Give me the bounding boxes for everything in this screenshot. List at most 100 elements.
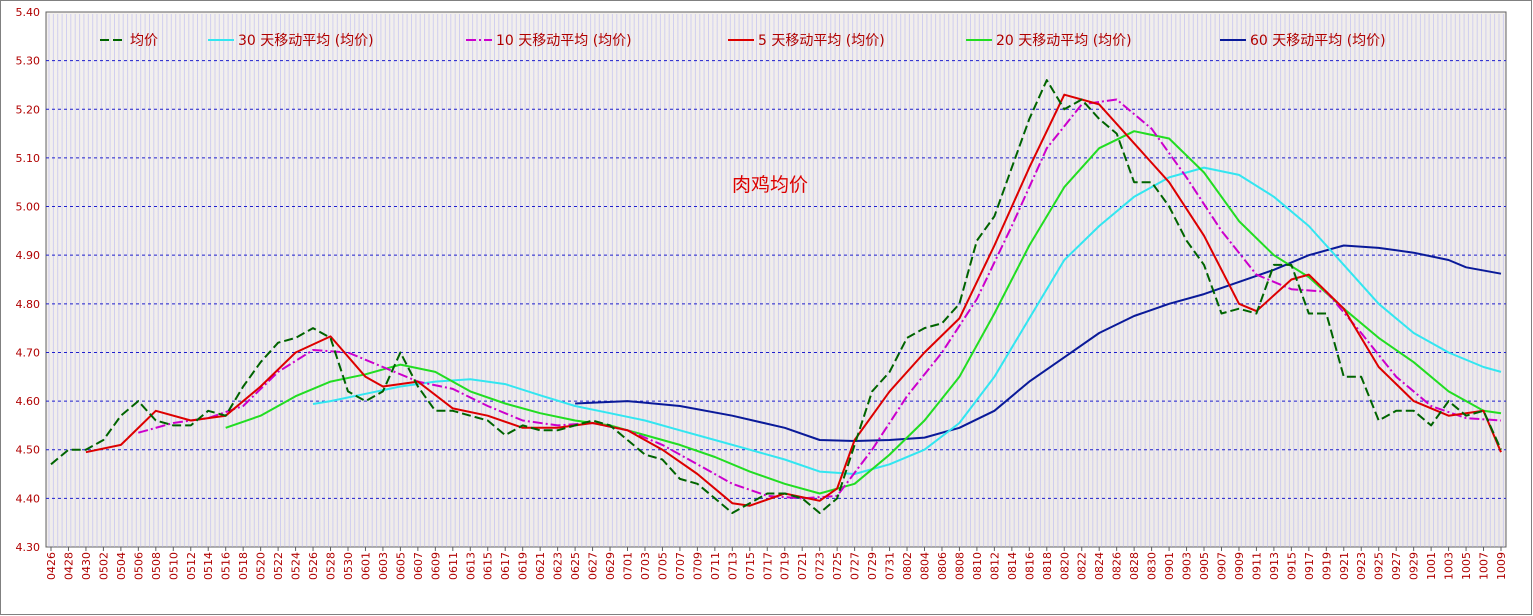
series-line-ma60 — [575, 244, 1502, 442]
x-tick-label: 0613 — [464, 552, 477, 580]
x-tick-label: 0826 — [1111, 552, 1124, 580]
x-tick-label: 0903 — [1181, 552, 1194, 580]
x-tick-label: 0510 — [167, 552, 180, 580]
y-tick-label: 4.40 — [16, 492, 41, 505]
y-axis-tick-labels: 4.30 4.40 4.50 4.60 4.70 4.80 4.90 5.00 5.10 5.20… — [16, 6, 41, 554]
x-tick-label: 0719 — [779, 552, 792, 580]
x-tick-label: 0504 — [115, 552, 128, 580]
x-tick-label: 0927 — [1390, 552, 1403, 580]
x-tick-label: 1009 — [1495, 552, 1508, 580]
x-tick-label: 0901 — [1163, 552, 1176, 580]
x-tick-label: 0830 — [1146, 552, 1159, 580]
x-tick-label: 0915 — [1285, 552, 1298, 580]
legend-label-ma30: 30 天移动平均 (均价) — [238, 33, 374, 49]
x-tick-label: 0816 — [1023, 552, 1036, 580]
series-line-ma30 — [312, 166, 1502, 475]
y-tick-label: 5.10 — [16, 152, 41, 165]
x-tick-label: 0426 — [45, 552, 58, 580]
legend-label-ma60: 60 天移动平均 (均价) — [1250, 33, 1386, 49]
x-axis-tick-labels: 0426 0428 0430 0502 0504 0506 0508 0510 0512 0514… — [45, 547, 1508, 580]
x-tick-label: 0818 — [1041, 552, 1054, 580]
x-tick-label: 0820 — [1058, 552, 1071, 580]
x-tick-label: 0506 — [132, 552, 145, 580]
legend-label-ma10: 10 天移动平均 (均价) — [496, 33, 632, 49]
x-tick-label: 0806 — [936, 552, 949, 580]
legend-label-avg: 均价 — [130, 33, 158, 49]
series-line-avg — [50, 79, 1502, 514]
x-tick-label: 0913 — [1268, 552, 1281, 580]
x-tick-label: 1007 — [1478, 552, 1491, 580]
x-tick-label: 0907 — [1216, 552, 1229, 580]
x-tick-label: 0808 — [953, 552, 966, 580]
x-tick-label: 0522 — [272, 552, 285, 580]
x-tick-label: 0822 — [1076, 552, 1089, 580]
y-tick-label: 4.90 — [16, 249, 41, 262]
x-tick-label: 0812 — [988, 552, 1001, 580]
x-tick-label: 0627 — [587, 552, 600, 580]
x-tick-label: 0621 — [534, 552, 547, 580]
x-tick-label: 0919 — [1320, 552, 1333, 580]
y-tick-label: 5.40 — [16, 6, 41, 19]
x-tick-label: 0727 — [849, 552, 862, 580]
x-tick-label: 0711 — [709, 552, 722, 580]
x-tick-label: 0709 — [691, 552, 704, 580]
x-tick-label: 0925 — [1373, 552, 1386, 580]
series-line-ma20 — [225, 130, 1502, 495]
series-lines — [50, 79, 1502, 514]
x-tick-label: 1005 — [1460, 552, 1473, 580]
x-tick-label: 0625 — [569, 552, 582, 580]
x-tick-label: 0619 — [517, 552, 530, 580]
x-tick-label: 0430 — [80, 552, 93, 580]
x-tick-label: 0520 — [255, 552, 268, 580]
x-tick-label: 0905 — [1198, 552, 1211, 580]
x-tick-label: 0828 — [1128, 552, 1141, 580]
y-tick-label: 4.80 — [16, 298, 41, 311]
x-tick-label: 0623 — [552, 552, 565, 580]
x-tick-label: 0528 — [325, 552, 338, 580]
y-tick-label: 4.60 — [16, 395, 41, 408]
y-tick-label: 4.30 — [16, 541, 41, 554]
x-tick-label: 0518 — [237, 552, 250, 580]
x-tick-label: 0605 — [394, 552, 407, 580]
x-tick-label: 0508 — [150, 552, 163, 580]
x-tick-label: 0810 — [971, 552, 984, 580]
x-tick-label: 1001 — [1425, 552, 1438, 580]
x-tick-label: 0929 — [1408, 552, 1421, 580]
x-tick-label: 0731 — [884, 552, 897, 580]
x-tick-label: 0617 — [499, 552, 512, 580]
x-tick-label: 0516 — [220, 552, 233, 580]
x-tick-label: 0609 — [429, 552, 442, 580]
x-tick-label: 0603 — [377, 552, 390, 580]
plot-area — [45, 11, 1507, 548]
series-line-ma5 — [85, 93, 1502, 507]
x-tick-label: 0526 — [307, 552, 320, 580]
series-line-ma10 — [138, 98, 1502, 500]
x-tick-label: 0615 — [482, 552, 495, 580]
legend-label-ma5: 5 天移动平均 (均价) — [758, 33, 885, 49]
x-tick-label: 1003 — [1443, 552, 1456, 580]
x-tick-label: 0721 — [796, 552, 809, 580]
legend-label-ma20: 20 天移动平均 (均价) — [996, 33, 1132, 49]
x-tick-label: 0601 — [360, 552, 373, 580]
x-tick-label: 0814 — [1006, 552, 1019, 580]
x-tick-label: 0607 — [412, 552, 425, 580]
x-tick-label: 0717 — [761, 552, 774, 580]
x-tick-label: 0923 — [1355, 552, 1368, 580]
y-tick-label: 5.30 — [16, 55, 41, 68]
x-tick-label: 0629 — [604, 552, 617, 580]
x-tick-label: 0701 — [622, 552, 635, 580]
legend: 均价 30 天移动平均 (均价) 10 天移动平均 (均价) 5 天移动平均 (均价)… — [100, 33, 1386, 49]
x-tick-label: 0804 — [919, 552, 932, 580]
y-tick-label: 5.20 — [16, 103, 41, 116]
x-tick-label: 0524 — [290, 552, 303, 580]
x-tick-label: 0824 — [1093, 552, 1106, 580]
x-tick-label: 0713 — [726, 552, 739, 580]
x-tick-label: 0611 — [447, 552, 460, 580]
x-tick-label: 0514 — [202, 552, 215, 580]
x-tick-label: 0502 — [97, 552, 110, 580]
x-tick-label: 0715 — [744, 552, 757, 580]
x-tick-label: 0921 — [1338, 552, 1351, 580]
x-tick-label: 0707 — [674, 552, 687, 580]
